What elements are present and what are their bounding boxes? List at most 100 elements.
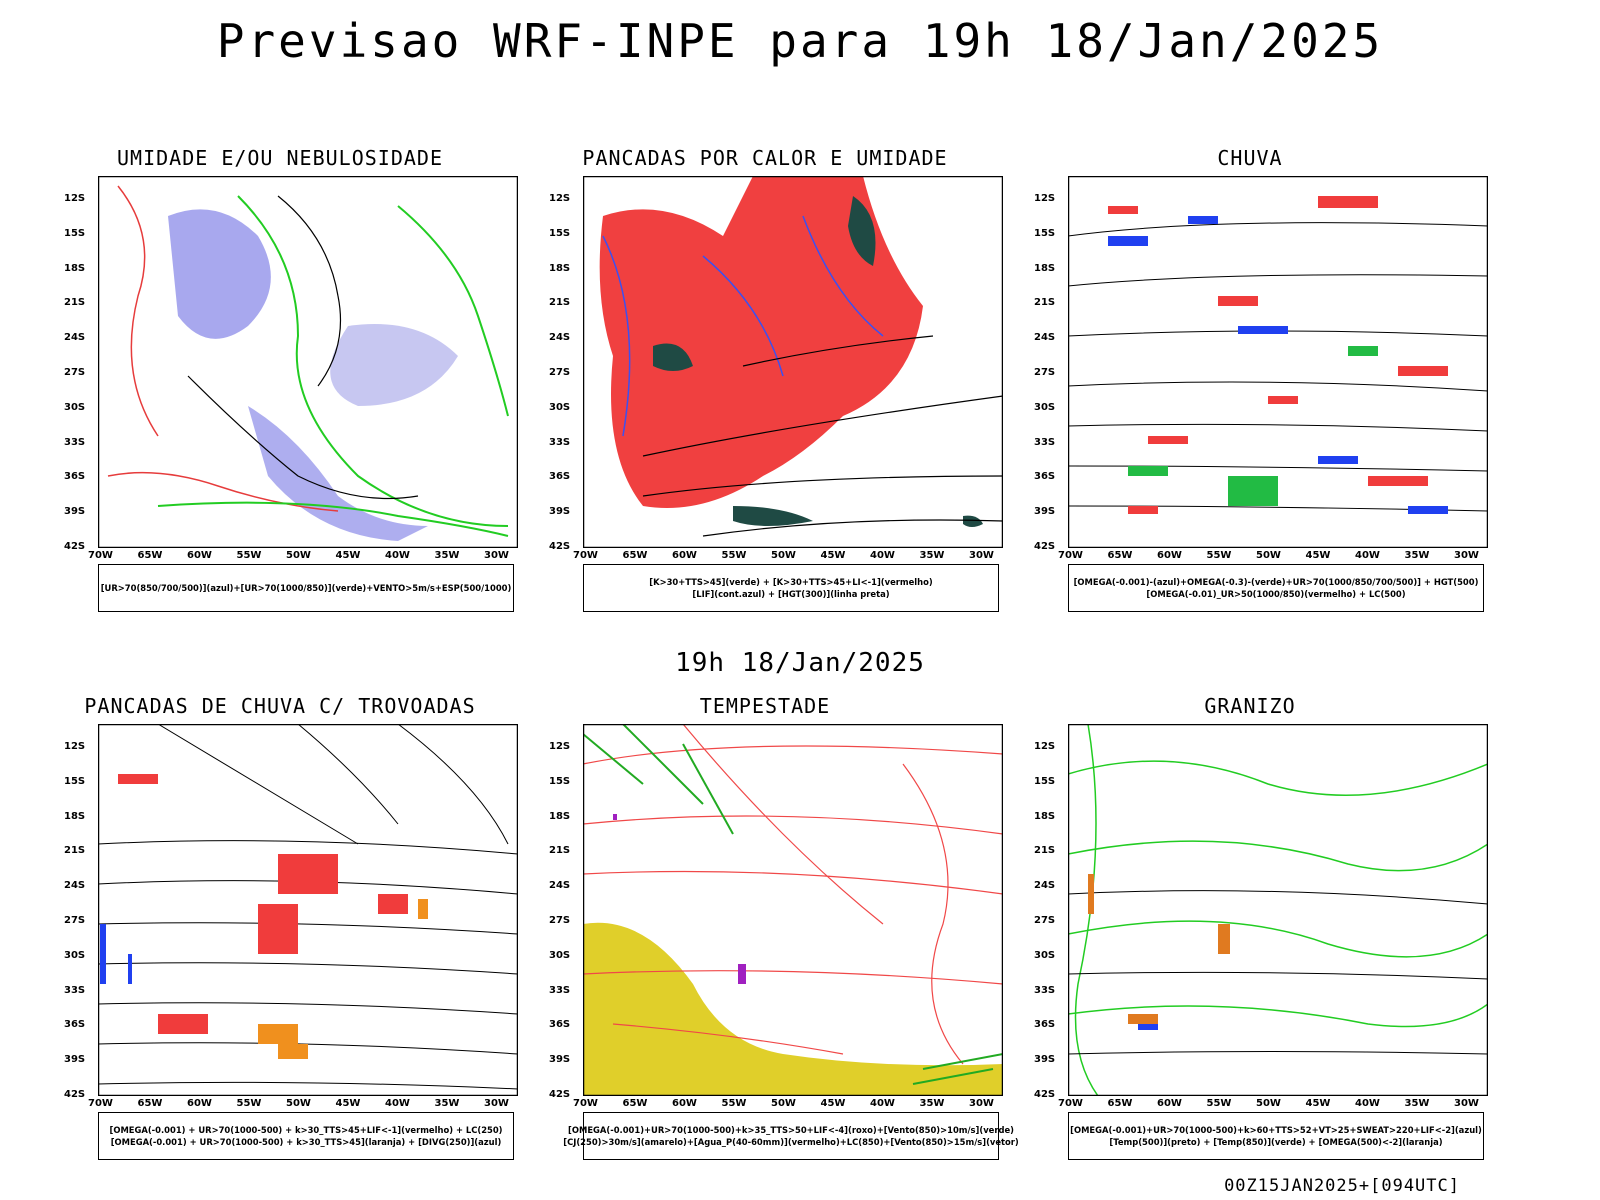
lat-label: 30S: [1034, 949, 1056, 961]
lat-label: 30S: [64, 949, 86, 961]
map-chuva: 12S 15S 18S 21S 24S 27S 30S 33S 36S 39S 42S 70W 65W 6…: [1034, 176, 1488, 561]
lat-label: 21S: [549, 845, 571, 857]
map-frame: [98, 724, 518, 1096]
lat-label: 12S: [64, 193, 86, 204]
lat-label: 39S: [549, 1054, 571, 1066]
lon-label: 50W: [286, 1098, 311, 1109]
lon-label: 30W: [969, 550, 994, 561]
lat-label: 21S: [1034, 845, 1056, 857]
panel-umidade: UMIDADE E/OU NEBULOSIDADE 12S 15S 18S 21S 24…: [60, 146, 540, 646]
map-frame: [1068, 176, 1488, 548]
lon-label: 60W: [672, 550, 697, 561]
lat-label: 39S: [549, 506, 571, 518]
lat-label: 39S: [1034, 506, 1056, 518]
lon-label: 70W: [573, 550, 598, 561]
lat-label: 15S: [1034, 227, 1056, 239]
legend-line: [Temp(500)](preto) + [Temp(850)](verde) …: [1109, 1137, 1443, 1147]
lat-label: 36S: [64, 1019, 86, 1031]
lon-label: 65W: [622, 550, 648, 561]
lat-label: 27S: [549, 367, 571, 378]
lat-label: 24S: [64, 332, 86, 344]
panel-legend: [OMEGA(-0.001) + UR>70(1000-500) + k>30_…: [98, 1112, 514, 1160]
map-canvas: [583, 176, 1003, 548]
lon-label: 40W: [1355, 550, 1380, 561]
lat-label: 12S: [549, 741, 571, 752]
lon-label: 45W: [1305, 550, 1331, 561]
panel-title: PANCADAS DE CHUVA C/ TROVOADAS: [84, 694, 476, 718]
lat-label: 12S: [1034, 741, 1056, 752]
lon-label: 65W: [1107, 1098, 1133, 1109]
panel-pancadas-calor: PANCADAS POR CALOR E UMIDADE 12S 15S 18S 21…: [545, 146, 1025, 646]
lon-label: 40W: [385, 1098, 410, 1109]
lat-label: 39S: [64, 506, 86, 518]
lat-label: 24S: [549, 880, 571, 892]
lon-label: 60W: [1157, 550, 1182, 561]
lat-label: 21S: [64, 845, 86, 857]
lon-label: 45W: [1305, 1098, 1331, 1109]
legend-line: [UR>70(850/700/500)](azul)+[UR>70(1000/8…: [100, 583, 512, 593]
panel-legend: [OMEGA(-0.001)+UR>70(1000-500)+k>35_TTS>…: [563, 1112, 1019, 1160]
lat-label: 27S: [1034, 915, 1056, 926]
lat-label: 30S: [64, 401, 86, 413]
lat-label: 42S: [549, 1089, 571, 1100]
legend-line: [LIF](cont.azul) + [HGT(300)](linha pret…: [692, 589, 890, 599]
panel-trovoadas: PANCADAS DE CHUVA C/ TROVOADAS 12S 15S 18S…: [60, 694, 540, 1194]
lat-label: 12S: [64, 741, 86, 752]
lat-label: 18S: [64, 262, 86, 274]
lat-label: 15S: [1034, 775, 1056, 787]
lon-label: 65W: [137, 1098, 163, 1109]
lon-label: 55W: [236, 550, 262, 561]
lon-label: 45W: [335, 1098, 361, 1109]
lon-label: 55W: [236, 1098, 262, 1109]
lat-label: 18S: [549, 262, 571, 274]
lon-label: 60W: [187, 1098, 212, 1109]
lon-label: 50W: [286, 550, 311, 561]
legend-line: [OMEGA(-0.001)+UR>70(1000-500)+k>35_TTS>…: [568, 1125, 1014, 1135]
lat-label: 27S: [64, 915, 86, 926]
lon-label: 40W: [870, 1098, 895, 1109]
panel-legend: [OMEGA(-0.001)-(azul)+OMEGA(-0.3)-(verde…: [1068, 564, 1484, 612]
lat-label: 39S: [1034, 1054, 1056, 1066]
lat-label: 42S: [1034, 1089, 1056, 1100]
panel-tempestade: TEMPESTADE 12S 15S 18S 21S 24S 27S 30S 33S 36S 39…: [545, 694, 1025, 1194]
legend-line: [CJ(250)>30m/s](amarelo)+[Agua_P(40-60mm…: [563, 1137, 1019, 1147]
lat-label: 33S: [549, 984, 571, 996]
map-frame: [1068, 724, 1488, 1096]
lat-label: 21S: [1034, 297, 1056, 309]
lon-label: 60W: [1157, 1098, 1182, 1109]
lat-label: 15S: [549, 227, 571, 239]
legend-line: [OMEGA(-0.001) + UR>70(1000-500) + k>30_…: [109, 1125, 503, 1135]
lon-label: 45W: [820, 550, 846, 561]
lat-label: 42S: [549, 541, 571, 552]
panel-title: GRANIZO: [1204, 694, 1296, 718]
legend-line: [OMEGA(-0.001) + UR>70(1000-500) + k>30_…: [110, 1137, 502, 1147]
lon-label: 30W: [1454, 1098, 1479, 1109]
lon-label: 35W: [1404, 550, 1430, 561]
lat-label: 24S: [549, 332, 571, 344]
lon-label: 40W: [870, 550, 895, 561]
panel-title: UMIDADE E/OU NEBULOSIDADE: [116, 146, 444, 170]
panel-title: CHUVA: [1217, 146, 1283, 170]
map-frame: [583, 176, 1003, 548]
lat-label: 36S: [64, 471, 86, 483]
lat-label: 21S: [549, 297, 571, 309]
lat-label: 15S: [549, 775, 571, 787]
map-frame: [98, 176, 518, 548]
panel-chuva: CHUVA 12S 15S 18S 21S 24S 27S 30S 33S 36S 39S 42S 7…: [1030, 146, 1510, 646]
lon-label: 65W: [1107, 550, 1133, 561]
lat-label: 30S: [549, 949, 571, 961]
lon-label: 50W: [771, 550, 796, 561]
lon-label: 70W: [573, 1098, 598, 1109]
map-frame: [583, 724, 1003, 1096]
run-timestamp: 00Z15JAN2025+[094UTC]: [1224, 1176, 1460, 1196]
lon-label: 55W: [721, 550, 747, 561]
map-canvas: [1068, 176, 1488, 548]
lat-label: 36S: [549, 1019, 571, 1031]
legend-line: [K>30+TTS>45](verde) + [K>30+TTS>45+LI<-…: [649, 577, 933, 587]
lat-label: 12S: [549, 193, 571, 204]
map-umidade: 12S 15S 18S 21S 24S 27S 30S 33S 36S 39S 42S 70W 65W 6…: [64, 176, 518, 561]
panel-legend: [OMEGA(-0.001)+UR>70(1000-500)+k>60+TTS>…: [1068, 1112, 1484, 1160]
map-tempestade: 12S 15S 18S 21S 24S 27S 30S 33S 36S 39S 42S 70W 65W 6…: [549, 724, 1003, 1109]
lon-label: 35W: [434, 550, 460, 561]
lon-label: 55W: [1206, 1098, 1232, 1109]
